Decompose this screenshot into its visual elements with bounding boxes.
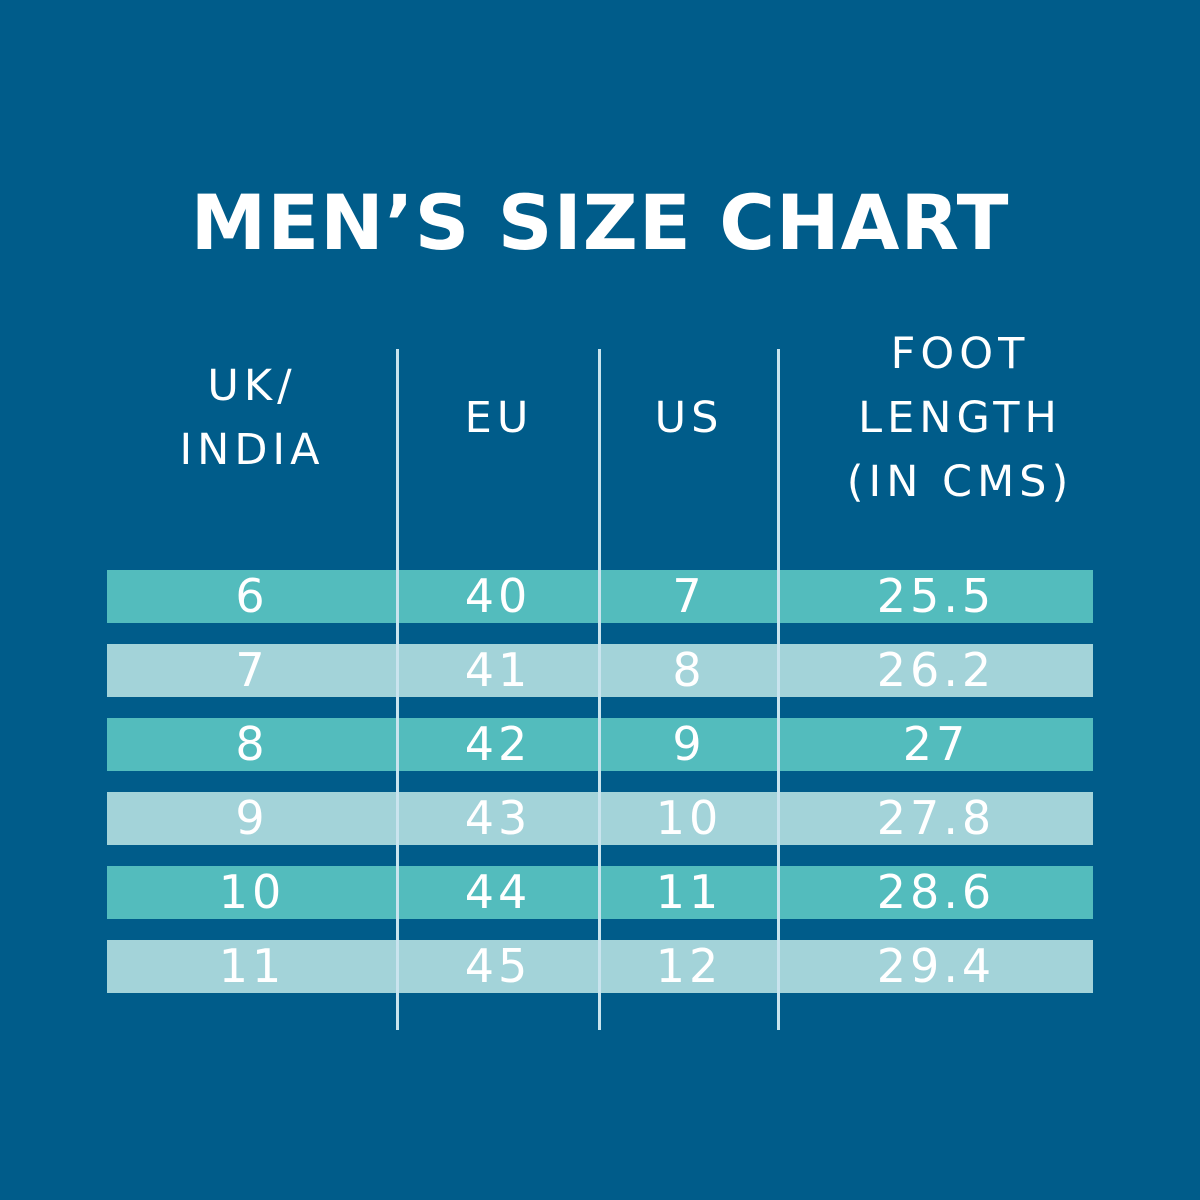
column-header-uk-india: UK/ INDIA xyxy=(179,361,325,475)
cell-us: 9 xyxy=(672,717,706,771)
column-header-foot-length: FOOT LENGTH (IN CMS) xyxy=(846,329,1074,507)
cell-foot-length: 27 xyxy=(902,717,970,771)
cell-us: 12 xyxy=(655,939,723,993)
column-divider xyxy=(777,349,780,1030)
cell-eu: 41 xyxy=(464,643,532,697)
cell-eu: 44 xyxy=(464,865,532,919)
cell-eu: 40 xyxy=(464,569,532,623)
cell-uk-india: 6 xyxy=(235,569,269,623)
cell-eu: 42 xyxy=(464,717,532,771)
column-header-us: US xyxy=(654,393,724,443)
cell-uk-india: 11 xyxy=(218,939,286,993)
column-divider xyxy=(598,349,601,1030)
cell-foot-length: 28.6 xyxy=(876,865,996,919)
cell-us: 7 xyxy=(672,569,706,623)
cell-foot-length: 29.4 xyxy=(876,939,996,993)
cell-uk-india: 10 xyxy=(218,865,286,919)
cell-us: 11 xyxy=(655,865,723,919)
cell-foot-length: 26.2 xyxy=(876,643,996,697)
cell-foot-length: 27.8 xyxy=(876,791,996,845)
cell-foot-length: 25.5 xyxy=(876,569,996,623)
table-row: 8 42 9 27 xyxy=(107,718,1093,771)
cell-uk-india: 8 xyxy=(235,717,269,771)
column-header-eu: EU xyxy=(464,393,534,443)
cell-eu: 45 xyxy=(464,939,532,993)
cell-uk-india: 7 xyxy=(235,643,269,697)
column-divider xyxy=(396,349,399,1030)
cell-eu: 43 xyxy=(464,791,532,845)
chart-title: MEN’S SIZE CHART xyxy=(190,178,1010,267)
cell-us: 10 xyxy=(655,791,723,845)
cell-uk-india: 9 xyxy=(235,791,269,845)
cell-us: 8 xyxy=(672,643,706,697)
